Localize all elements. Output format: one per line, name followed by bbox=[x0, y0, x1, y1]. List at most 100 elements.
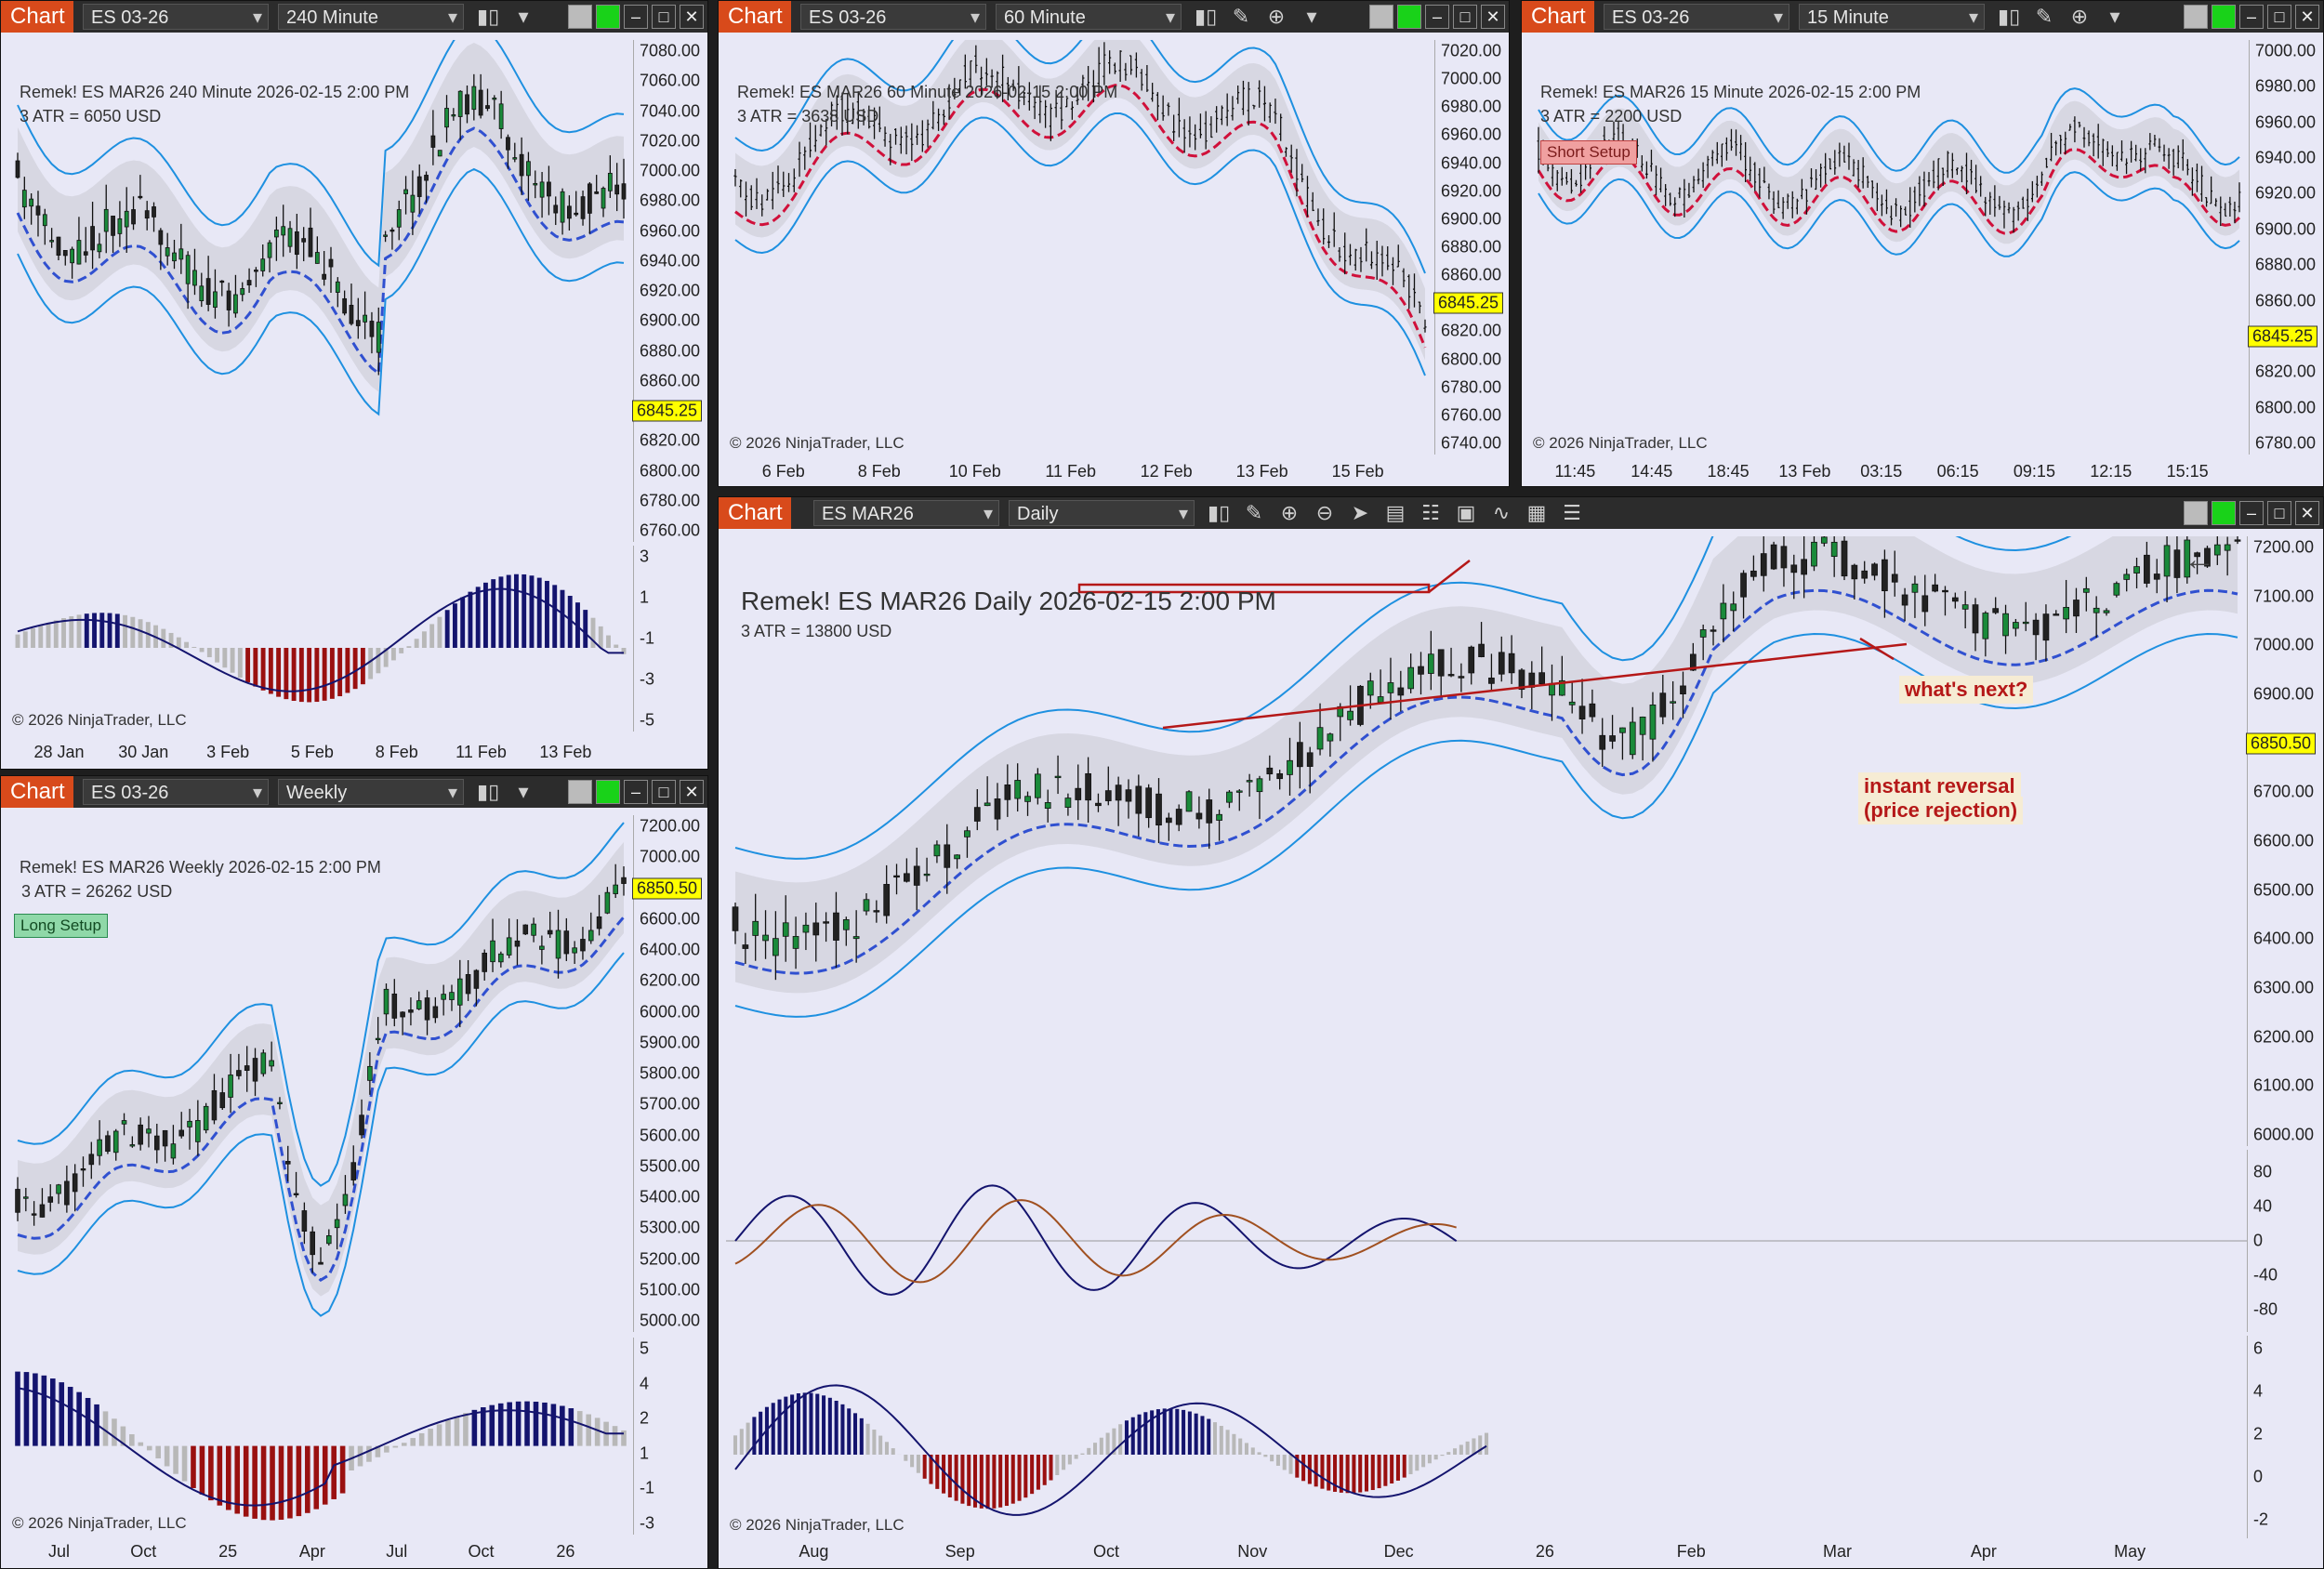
stochastic-panel[interactable] bbox=[726, 1150, 2247, 1332]
maximize-button[interactable]: □ bbox=[652, 780, 676, 804]
maximize-button[interactable]: □ bbox=[652, 5, 676, 29]
interval-selector[interactable]: 60 Minute bbox=[996, 4, 1182, 31]
time-axis[interactable]: 28 Jan 30 Jan 3 Feb 5 Feb 8 Feb 11 Feb 13 Feb bbox=[8, 743, 633, 767]
zoom-in-icon[interactable]: ⊕ bbox=[1280, 501, 1299, 524]
oscillator-panel[interactable]: © 2026 NinjaTrader, LLC bbox=[8, 1338, 633, 1535]
pencil-icon[interactable]: ✎ bbox=[1232, 5, 1250, 28]
pointer-icon[interactable]: ➤ bbox=[1351, 501, 1369, 524]
chart-menu-button[interactable]: Chart bbox=[1, 1, 73, 33]
upper-band-line bbox=[17, 822, 625, 1187]
minimize-button[interactable]: – bbox=[1425, 5, 1449, 29]
price-candle bbox=[1992, 608, 2000, 613]
link-button[interactable] bbox=[568, 5, 592, 29]
link-button[interactable] bbox=[1369, 5, 1393, 29]
zoom-in-icon[interactable]: ⊕ bbox=[1267, 5, 1286, 28]
interval-selector[interactable]: Weekly bbox=[278, 779, 464, 806]
axis-tick-label: 6 bbox=[2253, 1338, 2264, 1358]
chevron-down-icon[interactable]: ▾ bbox=[2109, 5, 2120, 28]
link-button[interactable] bbox=[2184, 5, 2208, 29]
zoom-out-icon[interactable]: ⊖ bbox=[1315, 501, 1334, 524]
price-axis[interactable]: 7200.00 7100.00 7000.00 6900.00 6850.50 6700.… bbox=[2246, 536, 2323, 1146]
bar-type-icon[interactable]: ▮▯ bbox=[477, 5, 500, 28]
maximize-button[interactable]: □ bbox=[1453, 5, 1477, 29]
pencil-icon[interactable]: ✎ bbox=[1245, 501, 1263, 524]
list-icon[interactable]: ☰ bbox=[1563, 501, 1581, 524]
time-axis[interactable]: 11:45 14:45 18:45 13 Feb 03:15 06:15 09:15 12:1… bbox=[1529, 462, 2249, 486]
price-candle bbox=[607, 172, 613, 191]
pencil-icon[interactable]: ✎ bbox=[2035, 5, 2053, 28]
maximize-button[interactable]: □ bbox=[2267, 501, 2291, 525]
price-panel[interactable]: Remek! ES MAR26 15 Minute 2026-02-15 2:0… bbox=[1529, 40, 2249, 455]
minimize-button[interactable]: – bbox=[624, 780, 648, 804]
oscillator-axis[interactable]: 80 40 0 -40 -80 bbox=[2247, 1150, 2323, 1332]
color-link-button[interactable] bbox=[596, 5, 620, 29]
properties-icon[interactable]: ☷ bbox=[1421, 501, 1440, 524]
price-candle bbox=[403, 189, 408, 194]
instrument-selector[interactable]: ES 03-26 bbox=[800, 4, 986, 31]
color-link-button[interactable] bbox=[2212, 5, 2236, 29]
interval-selector[interactable]: 240 Minute bbox=[278, 4, 464, 31]
color-link-button[interactable] bbox=[1397, 5, 1421, 29]
chevron-down-icon[interactable]: ▾ bbox=[518, 5, 529, 28]
price-axis[interactable]: 7000.00 6980.00 6960.00 6940.00 6920.00 6900.… bbox=[2248, 40, 2323, 455]
chart-menu-button[interactable]: Chart bbox=[1, 776, 73, 808]
interval-selector[interactable]: 15 Minute bbox=[1799, 4, 1985, 31]
bar-type-icon[interactable]: ▮▯ bbox=[1998, 5, 2021, 28]
bar-type-icon[interactable]: ▮▯ bbox=[1195, 5, 1218, 28]
price-panel[interactable]: Remek! ES MAR26 240 Minute 2026-02-15 2:… bbox=[8, 40, 633, 542]
minimize-button[interactable]: – bbox=[2239, 501, 2264, 525]
time-axis[interactable]: Jul Oct 25 Apr Jul Oct 26 bbox=[8, 1542, 633, 1566]
price-panel[interactable]: Remek! ES MAR26 Daily 2026-02-15 2:00 PM… bbox=[726, 536, 2247, 1146]
indicators-icon[interactable]: ∿ bbox=[1492, 501, 1511, 524]
price-candle bbox=[2173, 549, 2181, 578]
minimize-button[interactable]: – bbox=[624, 5, 648, 29]
minimize-button[interactable]: – bbox=[2239, 5, 2264, 29]
bar-type-icon[interactable]: ▮▯ bbox=[477, 780, 500, 803]
back-arrow-icon[interactable]: ← bbox=[2184, 542, 2215, 577]
axis-tick-label: 6740.00 bbox=[1441, 433, 1502, 453]
close-button[interactable]: ✕ bbox=[2295, 5, 2319, 29]
maximize-button[interactable]: □ bbox=[2267, 5, 2291, 29]
chart-menu-button[interactable]: Chart bbox=[719, 1, 791, 33]
strategies-icon[interactable]: ▦ bbox=[1526, 501, 1547, 524]
instrument-selector[interactable]: ES 03-26 bbox=[83, 779, 269, 806]
close-button[interactable]: ✕ bbox=[680, 780, 704, 804]
axis-tick-label: 4 bbox=[640, 1374, 650, 1393]
instrument-selector[interactable]: ES 03-26 bbox=[1604, 4, 1789, 31]
link-button[interactable] bbox=[2184, 501, 2208, 525]
bar-type-icon[interactable]: ▮▯ bbox=[1208, 501, 1231, 524]
oscillator-axis[interactable]: 3 1 -1 -3 -5 bbox=[633, 546, 707, 732]
instrument-selector[interactable]: ES MAR26 bbox=[813, 500, 999, 527]
price-candle bbox=[322, 273, 327, 280]
close-button[interactable]: ✕ bbox=[1481, 5, 1505, 29]
zoom-in-icon[interactable]: ⊕ bbox=[2070, 5, 2089, 28]
data-box-icon[interactable]: ▤ bbox=[1385, 501, 1406, 524]
screenshot-icon[interactable]: ▣ bbox=[1456, 501, 1476, 524]
histogram-axis[interactable]: 6 4 2 0 -2 bbox=[2247, 1336, 2323, 1538]
interval-selector[interactable]: Daily bbox=[1009, 500, 1195, 527]
color-link-button[interactable] bbox=[2212, 501, 2236, 525]
color-link-button[interactable] bbox=[596, 780, 620, 804]
price-candle bbox=[1639, 716, 1646, 735]
time-axis[interactable]: Aug Sep Oct Nov Dec 26 Feb Mar Apr May bbox=[726, 1542, 2247, 1566]
close-button[interactable]: ✕ bbox=[2295, 501, 2319, 525]
oscillator-panel[interactable]: © 2026 NinjaTrader, LLC bbox=[8, 546, 633, 732]
price-axis[interactable]: 7080.00 7060.00 7040.00 7020.00 7000.00 6980.… bbox=[632, 40, 707, 542]
link-button[interactable] bbox=[568, 780, 592, 804]
time-axis[interactable]: 6 Feb 8 Feb 10 Feb 11 Feb 12 Feb 13 Feb 15 Feb bbox=[726, 462, 1434, 486]
close-button[interactable]: ✕ bbox=[680, 5, 704, 29]
histogram-bar bbox=[790, 1394, 795, 1455]
time-axis-label: Aug bbox=[799, 1542, 829, 1561]
axis-tick-label: 5300.00 bbox=[640, 1218, 701, 1237]
chart-menu-button[interactable]: Chart bbox=[719, 497, 791, 529]
chevron-down-icon[interactable]: ▾ bbox=[1306, 5, 1317, 28]
oscillator-axis[interactable]: 5 4 2 1 -1 -3 bbox=[633, 1338, 707, 1535]
chevron-down-icon[interactable]: ▾ bbox=[518, 780, 529, 803]
price-axis[interactable]: 7020.00 7000.00 6980.00 6960.00 6940.00 6920.… bbox=[1433, 40, 1509, 455]
instrument-selector[interactable]: ES 03-26 bbox=[83, 4, 269, 31]
histogram-panel[interactable]: © 2026 NinjaTrader, LLC bbox=[726, 1336, 2247, 1538]
chart-menu-button[interactable]: Chart bbox=[1522, 1, 1594, 33]
price-axis[interactable]: 7200.00 7000.00 6850.50 6600.00 6400.00 6200.… bbox=[632, 815, 707, 1332]
price-panel[interactable]: Remek! ES MAR26 60 Minute 2026-02-15 2:0… bbox=[726, 40, 1434, 455]
price-panel[interactable]: Remek! ES MAR26 Weekly 2026-02-15 2:00 P… bbox=[8, 815, 633, 1332]
